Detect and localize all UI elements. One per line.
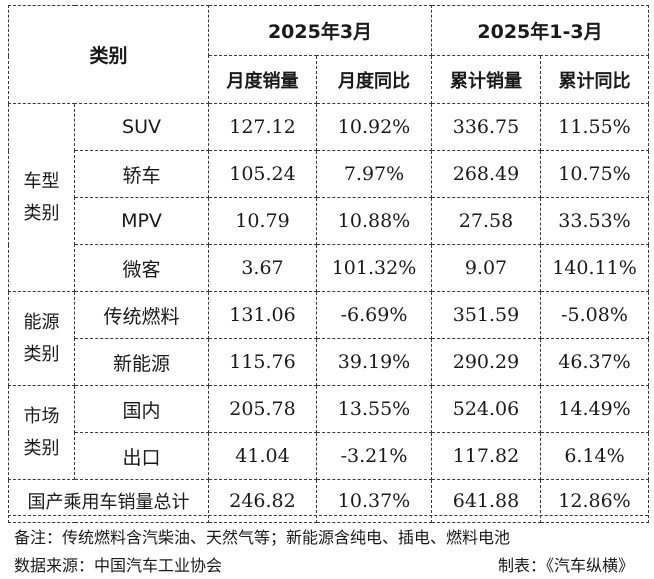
category-header: 类别 [8,5,209,104]
ytd-sales-cell: 290.29 [431,338,541,386]
ytd-yoy-cell: 46.37% [540,338,649,386]
ytd-sales-cell: 524.06 [431,385,541,433]
row-label: 出口 [74,432,209,480]
ytd-sales-cell: 27.58 [431,197,541,245]
ytd-sales-cell: 336.75 [431,103,541,151]
month-yoy-cell: -6.69% [316,291,432,339]
row-label: 传统燃料 [74,291,209,339]
month-yoy-cell: 10.92% [316,103,432,151]
ytd-sales-cell: 268.49 [431,150,541,198]
data-source-note: 数据来源：中国汽车工业协会 [14,556,223,575]
table-credit: 制表：《汽车纵横》 [497,556,634,575]
table-row: 新能源 115.76 39.19% 290.29 46.37% [9,338,649,386]
month-sales-cell: 3.67 [208,244,317,292]
row-label: 轿车 [74,150,209,198]
ytd-yoy-cell: 11.55% [540,103,649,151]
table-notes: 备注：传统燃料含汽柴油、天然气等；新能源含纯电、插电、燃料电池 数据来源：中国汽… [8,515,648,576]
ytd-yoy-header: 累计同比 [540,55,649,104]
table-row: 车型 类别 SUV 127.12 10.92% 336.75 11.55% [8,103,649,292]
table-row: 微客 3.67 101.32% 9.07 140.11% [9,244,649,292]
row-label: MPV [74,197,209,245]
month-sales-cell: 115.76 [208,338,317,386]
ytd-sales-cell: 9.07 [431,244,541,292]
ytd-yoy-cell: 14.49% [540,385,649,433]
month-sales-cell: 127.12 [208,103,317,151]
period-ytd-header: 2025年1-3月 [431,5,649,56]
remark-note: 备注：传统燃料含汽柴油、天然气等；新能源含纯电、插电、燃料电池 [14,528,511,547]
month-yoy-cell: 101.32% [316,244,432,292]
table-row: MPV 10.79 10.88% 27.58 33.53% [9,197,649,245]
ytd-yoy-cell: 140.11% [540,244,649,292]
ytd-yoy-cell: -5.08% [540,291,649,339]
table-row: 市场 类别 国内 205.78 13.55% 524.06 14.49% [8,385,649,480]
ytd-sales-cell: 351.59 [431,291,541,339]
ytd-yoy-cell: 6.14% [540,432,649,480]
group-label-vehicle-type: 车型 类别 [8,103,75,292]
month-yoy-cell: 13.55% [316,385,432,433]
month-sales-cell: 131.06 [208,291,317,339]
ytd-yoy-cell: 33.53% [540,197,649,245]
row-label: 国内 [74,385,209,433]
table-row: 出口 41.04 -3.21% 117.82 6.14% [9,432,649,480]
group-label-market-type: 市场 类别 [8,385,75,480]
month-sales-cell: 41.04 [208,432,317,480]
month-yoy-header: 月度同比 [316,55,432,104]
table-row: 轿车 105.24 7.97% 268.49 10.75% [9,150,649,198]
sales-table: 类别 2025年3月 2025年1-3月 月度销量 月度同比 累计销量 累计同比… [8,5,649,523]
header-row-period: 类别 2025年3月 2025年1-3月 [8,5,649,104]
ytd-yoy-cell: 10.75% [540,150,649,198]
month-yoy-cell: 7.97% [316,150,432,198]
row-label: SUV [74,103,209,151]
header-row-metrics: 月度销量 月度同比 累计销量 累计同比 [9,55,649,104]
month-sales-cell: 105.24 [208,150,317,198]
month-sales-cell: 10.79 [208,197,317,245]
month-yoy-cell: -3.21% [316,432,432,480]
period-month-header: 2025年3月 [208,5,432,56]
row-label: 微客 [74,244,209,292]
month-sales-cell: 205.78 [208,385,317,433]
month-sales-header: 月度销量 [208,55,317,104]
row-label: 新能源 [74,338,209,386]
table-row: 能源 类别 传统燃料 131.06 -6.69% 351.59 -5.08% [8,291,649,386]
ytd-sales-cell: 117.82 [431,432,541,480]
group-label-energy-type: 能源 类别 [8,291,75,386]
ytd-sales-header: 累计销量 [431,55,541,104]
month-yoy-cell: 39.19% [316,338,432,386]
month-yoy-cell: 10.88% [316,197,432,245]
